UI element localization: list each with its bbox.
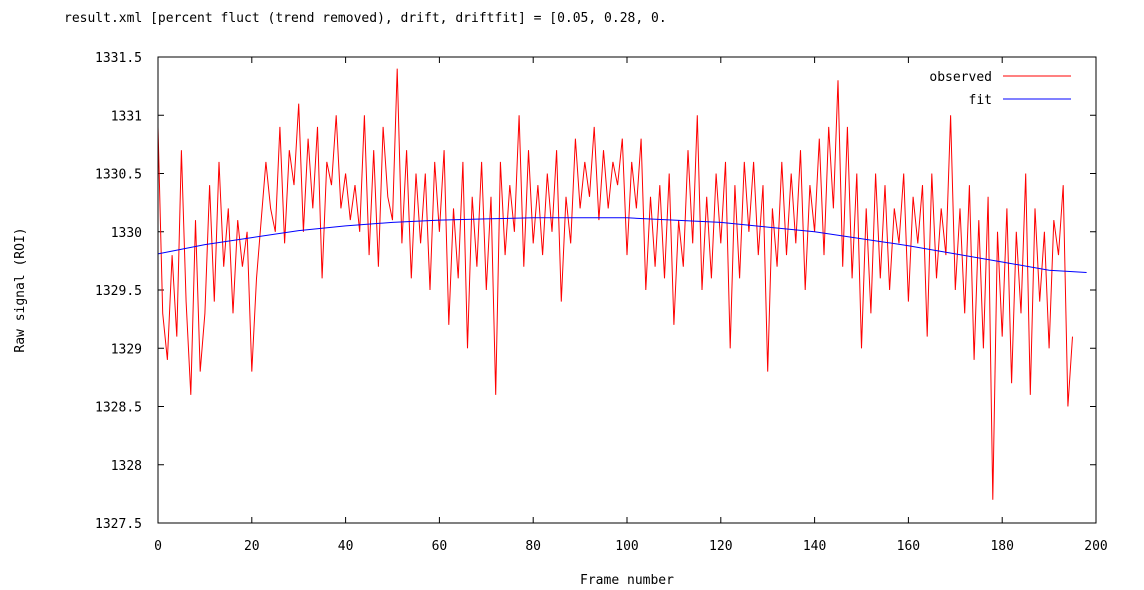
x-tick-label: 120 (709, 539, 732, 554)
y-tick-label: 1327.5 (95, 517, 142, 532)
x-tick-label: 100 (615, 539, 638, 554)
x-axis-label: Frame number (580, 573, 674, 588)
x-tick-label: 0 (154, 539, 162, 554)
legend-label-fit: fit (969, 93, 992, 108)
series-line-fit (157, 217, 1087, 273)
y-tick-label: 1328.5 (95, 401, 142, 416)
x-tick-label: 60 (432, 539, 448, 554)
chart-title: result.xml [percent fluct (trend removed… (64, 11, 667, 26)
legend: observed fit (929, 70, 1071, 108)
y-tick-label: 1330.5 (95, 168, 142, 183)
x-tick-label: 200 (1084, 539, 1107, 554)
x-tick-label: 180 (990, 539, 1013, 554)
y-tick-label: 1328 (111, 459, 142, 474)
x-tick-label: 80 (525, 539, 541, 554)
axis-ticks: 0 20 40 60 80 100 120 140 160 180 200 1327.5 1328 132… (95, 51, 1108, 554)
y-tick-label: 1329 (111, 342, 142, 357)
x-tick-label: 40 (338, 539, 354, 554)
y-tick-label: 1329.5 (95, 284, 142, 299)
x-tick-label: 160 (897, 539, 920, 554)
x-tick-label: 140 (803, 539, 826, 554)
x-tick-label: 20 (244, 539, 260, 554)
legend-label-observed: observed (929, 70, 992, 85)
y-axis-label: Raw signal (ROI) (13, 227, 28, 352)
y-tick-label: 1331 (111, 109, 142, 124)
series-lines (157, 68, 1087, 500)
plot-frame (157, 56, 1097, 524)
y-tick-label: 1331.5 (95, 51, 142, 66)
y-tick-label: 1330 (111, 226, 142, 241)
series-line-observed (157, 68, 1073, 500)
